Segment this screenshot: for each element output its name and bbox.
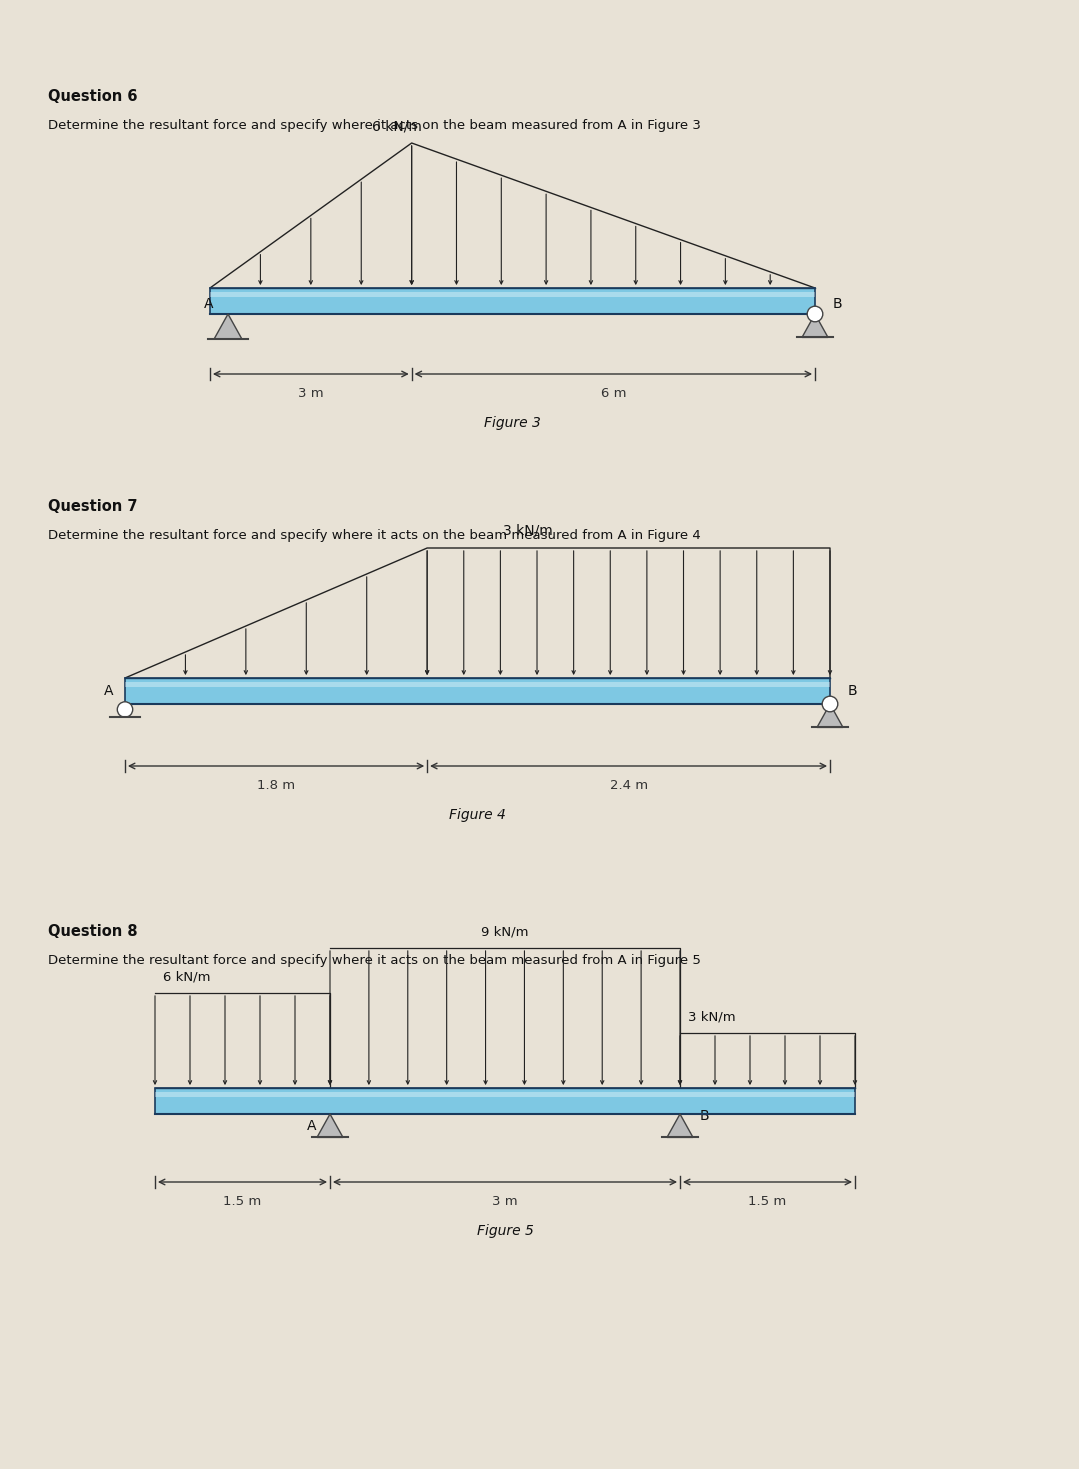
- Text: B: B: [700, 1109, 710, 1122]
- Bar: [210, 288, 815, 314]
- Text: B: B: [833, 297, 843, 310]
- Text: Figure 3: Figure 3: [484, 416, 541, 430]
- Text: Figure 5: Figure 5: [477, 1224, 533, 1238]
- Bar: [155, 1093, 855, 1097]
- Bar: [210, 292, 815, 297]
- Text: Question 6: Question 6: [47, 90, 137, 104]
- Bar: [155, 1089, 855, 1114]
- Text: Determine the resultant force and specify where it acts on the beam measured fro: Determine the resultant force and specif…: [47, 953, 701, 967]
- Text: Figure 4: Figure 4: [449, 808, 506, 823]
- Polygon shape: [317, 1114, 343, 1137]
- Text: 3 kN/m: 3 kN/m: [688, 1011, 736, 1022]
- Bar: [125, 679, 830, 704]
- Text: 1.5 m: 1.5 m: [749, 1194, 787, 1208]
- Text: Determine the resultant force and specify where it acts on the beam measured fro: Determine the resultant force and specif…: [47, 529, 700, 542]
- Text: 3 m: 3 m: [298, 386, 324, 400]
- Text: 6 m: 6 m: [601, 386, 626, 400]
- Text: A: A: [204, 297, 213, 310]
- Text: 1.5 m: 1.5 m: [223, 1194, 261, 1208]
- Text: 2.4 m: 2.4 m: [610, 779, 647, 792]
- Text: A: A: [308, 1119, 317, 1133]
- Circle shape: [807, 306, 823, 322]
- Text: A: A: [104, 685, 113, 698]
- Text: 6 kN/m: 6 kN/m: [163, 970, 210, 983]
- Text: Determine the resultant force and specify where it acts on the beam measured fro: Determine the resultant force and specif…: [47, 119, 701, 132]
- Polygon shape: [817, 704, 843, 727]
- Text: 3 m: 3 m: [492, 1194, 518, 1208]
- Polygon shape: [667, 1114, 693, 1137]
- Text: 9 kN/m: 9 kN/m: [481, 925, 529, 939]
- Bar: [125, 683, 830, 687]
- Circle shape: [822, 696, 837, 712]
- Polygon shape: [802, 314, 828, 338]
- Text: Question 8: Question 8: [47, 924, 138, 939]
- Text: 3 kN/m: 3 kN/m: [503, 524, 552, 538]
- Circle shape: [118, 702, 133, 717]
- Text: 1.8 m: 1.8 m: [257, 779, 296, 792]
- Text: Question 7: Question 7: [47, 499, 137, 514]
- Text: 6 kN/m: 6 kN/m: [372, 119, 422, 134]
- Polygon shape: [214, 314, 242, 339]
- Text: B: B: [848, 685, 858, 698]
